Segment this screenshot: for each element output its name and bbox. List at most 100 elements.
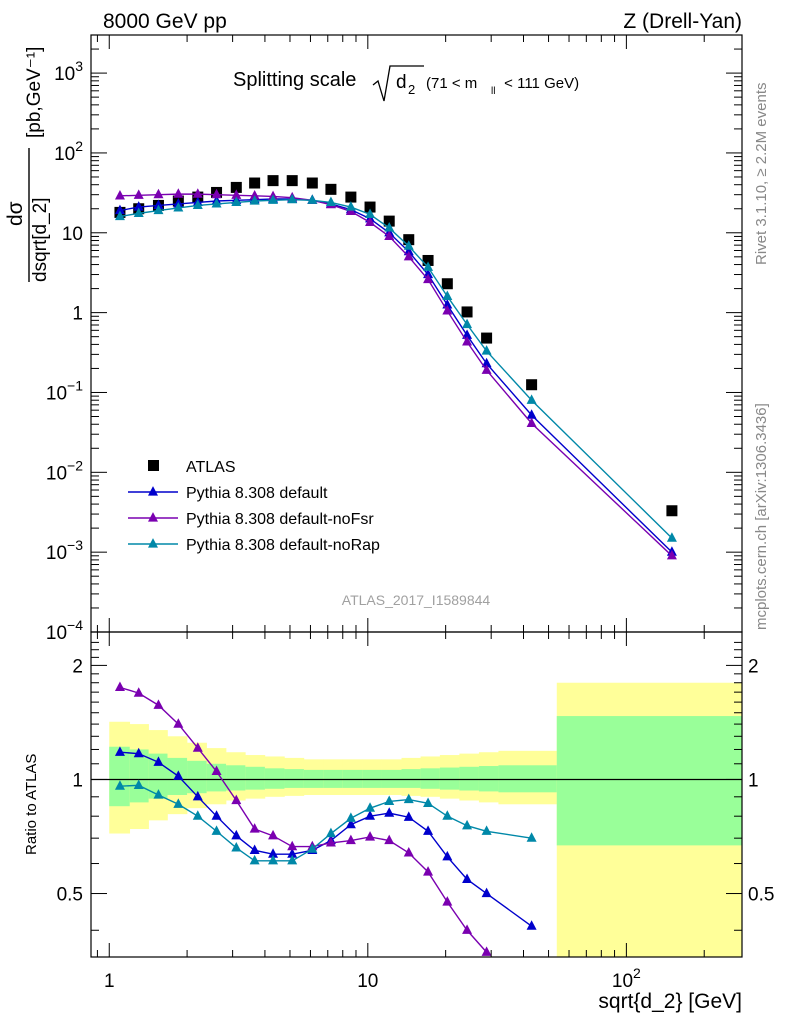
ratio-triangle-marker xyxy=(365,810,376,820)
green-band-bin xyxy=(245,766,266,790)
ratio-triangle-marker xyxy=(345,812,356,822)
title-range-a: (71 < m xyxy=(426,75,477,92)
ratio-triangle-marker xyxy=(481,887,492,898)
ratio-triangle-marker xyxy=(211,825,222,835)
ratio-triangle-marker xyxy=(526,832,537,842)
legend-triangle-marker xyxy=(148,512,158,522)
triangle-marker xyxy=(481,345,492,355)
triangle-marker xyxy=(133,207,144,217)
ratio-triangle-marker xyxy=(173,718,184,728)
ratio-pythia-8-308-default-norap xyxy=(114,779,537,865)
ratio-triangle-marker xyxy=(442,810,453,820)
triangle-marker xyxy=(526,409,537,419)
ratio-triangle-marker xyxy=(403,793,414,804)
ratio-triangle-marker xyxy=(114,746,125,756)
legend-entry: Pythia 8.308 default xyxy=(128,485,328,502)
ratio-y-tick-label-right: 2 xyxy=(748,656,759,677)
triangle-marker xyxy=(462,329,473,339)
square-marker xyxy=(666,505,678,517)
green-band-bin xyxy=(401,769,421,788)
ratio-triangle-marker xyxy=(481,825,492,835)
triangle-marker xyxy=(153,199,164,210)
ratio-y-tick-label-right: 1 xyxy=(748,770,759,791)
ratio-triangle-marker xyxy=(345,834,356,845)
ratio-triangle-marker xyxy=(231,829,242,840)
ratio-triangle-marker xyxy=(192,810,203,820)
ratio-triangle-marker xyxy=(153,756,164,766)
ratio-triangle-marker xyxy=(325,827,336,838)
green-band-bin xyxy=(129,749,149,803)
ratio-y-tick-label-left: 1 xyxy=(72,770,83,791)
green-band-bin xyxy=(439,767,460,790)
ratio-triangle-marker xyxy=(462,924,473,934)
ratio-triangle-marker xyxy=(287,848,298,858)
x-tick-label: 1 xyxy=(104,971,115,992)
ratio-triangle-marker xyxy=(114,681,125,691)
ratio-pythia-8-308-default-nofsr xyxy=(114,681,492,956)
ratio-uncertainty-bands xyxy=(91,682,743,957)
triangle-marker xyxy=(526,417,537,427)
ratio-curves xyxy=(114,681,537,956)
ratio-triangle-marker xyxy=(384,834,395,845)
title-sqrt-var: d xyxy=(396,72,407,93)
ratio-triangle-marker xyxy=(268,854,279,865)
triangle-marker xyxy=(231,189,242,199)
green-band-bin xyxy=(498,765,558,793)
legend-entry: Pythia 8.308 default-noRap xyxy=(128,537,380,554)
square-marker xyxy=(249,177,261,189)
square-marker xyxy=(481,332,493,344)
ratio-triangle-marker xyxy=(173,770,184,780)
ratio-triangle-marker xyxy=(287,854,298,865)
square-marker xyxy=(383,215,395,227)
triangle-marker xyxy=(325,196,336,207)
x-axis-label: sqrt{d_2} [GeV] xyxy=(598,990,742,1013)
x-tick-label: 10 xyxy=(357,971,378,992)
series-pythia-8-308-default-nofsr xyxy=(114,188,677,560)
green-band-bin xyxy=(226,765,246,791)
legend: ATLAS Pythia 8.308 default Pythia 8.308 de… xyxy=(128,459,380,554)
main-title: Splitting scale d 2 (71 < m ll < 111 GeV… xyxy=(233,65,579,102)
green-band-bin xyxy=(206,763,227,792)
legend-label: Pythia 8.308 default-noRap xyxy=(186,537,380,554)
ratio-triangle-marker xyxy=(345,818,356,829)
ratio-triangle-marker xyxy=(249,823,260,833)
triangle-marker xyxy=(365,208,376,218)
ratio-triangle-marker xyxy=(153,699,164,709)
ratio-triangle-marker xyxy=(481,946,492,956)
main-ylabel: dσ dsqrt[d_2] [pb,GeV⁻¹] xyxy=(4,47,51,282)
sqrt-sign-icon xyxy=(372,65,424,102)
legend-label: Pythia 8.308 default xyxy=(186,485,328,502)
triangle-marker xyxy=(249,189,260,200)
square-marker xyxy=(325,183,337,195)
triangle-marker xyxy=(442,305,453,315)
ylabel-numerator: dσ xyxy=(4,201,27,226)
legend-triangle-marker xyxy=(148,538,158,548)
ratio-triangle-marker xyxy=(384,795,395,806)
square-marker xyxy=(345,191,357,203)
ratio-triangle-marker xyxy=(307,843,318,853)
legend-label: ATLAS xyxy=(186,459,236,476)
ratio-triangle-marker xyxy=(462,873,473,883)
ratio-triangle-marker xyxy=(423,797,434,807)
legend-entry: ATLAS xyxy=(148,459,236,476)
ratio-triangle-marker xyxy=(365,831,376,841)
triangle-marker xyxy=(481,357,492,368)
title-range-sub: ll xyxy=(491,86,495,97)
triangle-marker xyxy=(173,202,184,212)
triangle-marker xyxy=(481,364,492,374)
legend-square-marker xyxy=(148,460,159,471)
triangle-marker xyxy=(211,188,222,199)
ratio-triangle-marker xyxy=(231,794,242,805)
y-tick-label: 102 xyxy=(54,138,83,165)
ratio-frame xyxy=(90,631,743,958)
ratio-triangle-marker xyxy=(114,780,125,790)
title-range-b: < 111 GeV) xyxy=(500,75,579,92)
legend-label: Pythia 8.308 default-noFsr xyxy=(186,511,374,528)
square-marker xyxy=(267,175,279,187)
triangle-marker xyxy=(192,188,203,198)
triangle-marker xyxy=(133,189,144,199)
ratio-triangle-marker xyxy=(231,841,242,852)
triangle-marker xyxy=(307,194,318,204)
ratio-y-tick-label-left: 2 xyxy=(72,656,83,677)
